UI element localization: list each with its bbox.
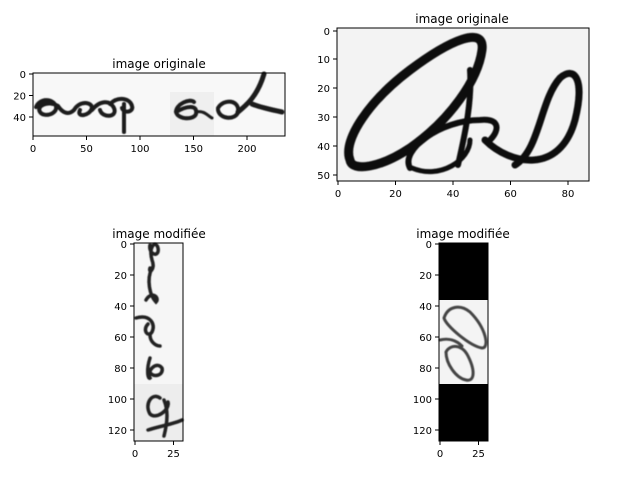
panel-1-ytick: 20 <box>13 92 26 103</box>
panel-2-xtick: 80 <box>562 189 575 200</box>
handwriting-aspect <box>34 71 285 134</box>
zoomed-strokes <box>344 32 583 175</box>
panel-2-ytick: 20 <box>317 84 330 95</box>
panel-4-ytick: 60 <box>419 333 432 344</box>
panel-1-xtick: 200 <box>237 144 256 155</box>
panel-3-ytick: 40 <box>114 302 127 313</box>
panel-4-title: image modifiée <box>416 227 510 241</box>
panel-2-ytick: 30 <box>317 113 330 124</box>
panel-4-image <box>438 243 488 441</box>
panel-1-title: image originale <box>112 57 205 71</box>
panel-4-xtick: 0 <box>437 449 443 460</box>
panel-2: image originale 0 20 40 60 80 <box>317 12 590 200</box>
panel-3-title: image modifiée <box>112 227 206 241</box>
panel-2-ytick: 0 <box>324 27 330 38</box>
panel-4-ytick: 100 <box>413 395 432 406</box>
panel-4-ytick: 120 <box>413 426 432 437</box>
panel-1-yaxis: 0 20 40 <box>13 70 33 124</box>
panel-1-frame <box>32 72 286 137</box>
panel-1-xtick: 100 <box>130 144 149 155</box>
panel-2-yaxis: 0 10 20 30 40 50 <box>317 27 337 182</box>
padded-strokes <box>438 305 488 382</box>
panel-4-ytick: 20 <box>419 271 432 282</box>
panel-4-ytick: 0 <box>426 240 432 251</box>
panel-2-xaxis: 0 20 40 60 80 <box>335 181 575 200</box>
panel-2-ytick: 10 <box>317 55 330 66</box>
panel-4-xtick: 25 <box>472 449 485 460</box>
panel-2-xtick: 40 <box>447 189 460 200</box>
panel-3-image <box>134 242 184 441</box>
panel-3: image modifiée 0 25 <box>108 227 206 460</box>
panel-2-xtick: 60 <box>504 189 517 200</box>
panel-3-ytick: 20 <box>114 271 127 282</box>
panel-3-ytick: 60 <box>114 333 127 344</box>
panel-2-image <box>337 28 589 181</box>
panel-1-xaxis: 0 50 100 150 200 <box>30 136 257 155</box>
panel-3-yaxis: 0 20 40 60 80 100 120 <box>108 240 134 437</box>
panel-4-frame <box>438 242 489 442</box>
panel-1: image originale 0 <box>13 57 286 155</box>
panel-1-xtick: 0 <box>30 144 36 155</box>
vertical-letters <box>134 242 184 438</box>
panel-4-xaxis: 0 25 <box>437 441 485 460</box>
panel-3-xtick: 0 <box>132 449 138 460</box>
panel-3-frame <box>133 242 184 442</box>
panel-1-xtick: 150 <box>184 144 203 155</box>
panel-4-yaxis: 0 20 40 60 80 100 120 <box>413 240 439 437</box>
panel-3-ytick: 100 <box>108 395 127 406</box>
panel-4-ytick: 80 <box>419 364 432 375</box>
panel-2-xtick: 0 <box>335 189 341 200</box>
panel-2-frame <box>336 27 590 182</box>
panel-2-title: image originale <box>415 12 508 26</box>
panel-1-ytick: 40 <box>13 113 26 124</box>
panel-4: image modifiée 0 25 0 20 <box>413 227 510 460</box>
panel-2-xtick: 20 <box>389 189 402 200</box>
panel-1-ytick: 0 <box>20 70 26 81</box>
panel-2-ytick: 50 <box>317 171 330 182</box>
panel-4-ytick: 40 <box>419 302 432 313</box>
panel-3-xaxis: 0 25 <box>132 441 180 460</box>
panel-3-ytick: 80 <box>114 364 127 375</box>
panel-1-xtick: 50 <box>80 144 93 155</box>
panel-3-xtick: 25 <box>167 449 180 460</box>
panel-1-image <box>33 71 285 136</box>
panel-2-ytick: 40 <box>317 142 330 153</box>
panel-3-ytick: 120 <box>108 426 127 437</box>
panel-3-ytick: 0 <box>121 240 127 251</box>
